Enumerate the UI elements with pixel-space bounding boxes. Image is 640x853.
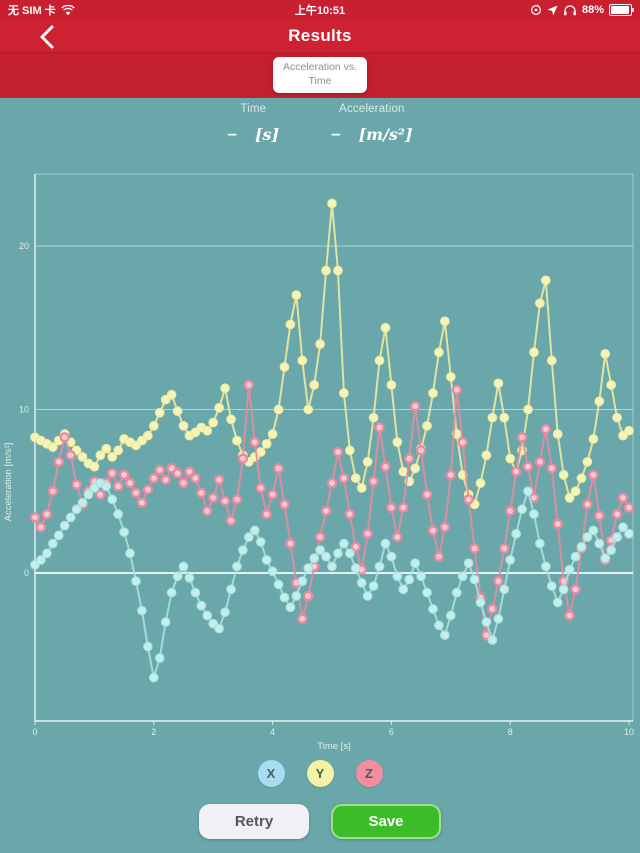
svg-text:8: 8 (508, 727, 513, 737)
chart-type-tab-line2: Time (308, 74, 332, 87)
legend-chip-y-label: Y (315, 765, 325, 781)
svg-text:2: 2 (151, 727, 156, 737)
svg-text:10: 10 (624, 727, 634, 737)
nav-bar: Results (0, 20, 640, 52)
wifi-icon (60, 4, 75, 16)
svg-text:4: 4 (270, 727, 275, 737)
time-readout-unit: [s] (254, 124, 280, 144)
legend-chip-y[interactable]: Y (306, 759, 334, 787)
legend-chip-x[interactable]: X (257, 759, 285, 787)
action-buttons: Retry Save (0, 804, 640, 839)
acceleration-readout: Acceleration – [m/s²] (331, 103, 412, 170)
status-bar: 无 SIM 卡 上午10:51 (0, 0, 640, 20)
chart-type-tab-line1: Acceleration vs. (282, 61, 358, 73)
back-button[interactable] (34, 23, 62, 51)
retry-button[interactable]: Retry (199, 804, 309, 839)
series-y (30, 198, 634, 510)
carrier-label: 无 SIM 卡 (8, 5, 56, 17)
battery-percent-label: 88% (581, 4, 604, 16)
acceleration-readout-unit: [m/s²] (358, 124, 413, 144)
svg-text:0: 0 (24, 568, 29, 578)
svg-text:10: 10 (19, 405, 29, 415)
svg-text:0: 0 (32, 727, 37, 737)
location-icon (547, 5, 558, 16)
chart-type-tab[interactable]: Acceleration vs. Time (273, 57, 367, 94)
time-readout-value: – (227, 124, 237, 143)
acceleration-chart: 0 10 20 0 2 4 6 8 10 Time [s] Acceleration [m/s²] (3, 173, 635, 752)
headphones-icon (563, 4, 577, 16)
svg-text:20: 20 (19, 241, 29, 251)
acceleration-readout-label: Acceleration (338, 103, 405, 115)
save-button[interactable]: Save (331, 804, 441, 839)
svg-text:Time [s]: Time [s] (317, 741, 350, 752)
svg-text:6: 6 (389, 727, 394, 737)
legend-chip-z[interactable]: Z (355, 759, 383, 787)
page-title: Results (288, 26, 352, 45)
time-readout-label: Time (240, 103, 267, 115)
cursor-readout: Time – [s] Acceleration – [m/s²] (0, 96, 640, 170)
time-readout: Time – [s] (227, 103, 279, 170)
legend-chip-z-label: Z (365, 765, 373, 781)
back-chevron-icon (40, 25, 54, 49)
acceleration-readout-value: – (331, 124, 341, 143)
battery-icon (609, 4, 634, 16)
series-x (30, 478, 634, 683)
chart-legend: X Y Z (0, 758, 640, 788)
series-z (29, 379, 635, 641)
svg-text:Acceleration [m/s²]: Acceleration [m/s²] (3, 443, 14, 522)
rotation-lock-icon (530, 4, 542, 16)
legend-chip-x-label: X (266, 765, 276, 781)
